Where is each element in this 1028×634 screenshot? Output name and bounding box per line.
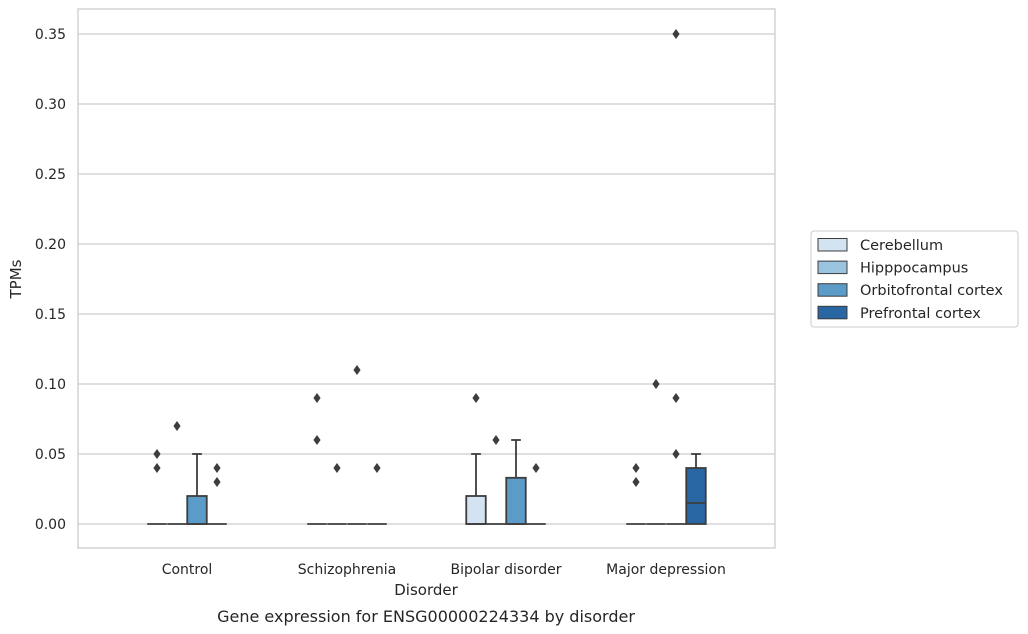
legend-label: Hipppocampus (860, 261, 968, 277)
legend-label: Orbitofrontal cortex (860, 283, 1003, 299)
y-tick-label: 0.25 (35, 167, 66, 183)
y-tick-label: 0.20 (35, 237, 66, 253)
y-tick-label: 0.35 (35, 27, 66, 43)
x-tick-label: Schizophrenia (298, 562, 396, 578)
outlier-marker (672, 449, 680, 459)
outliers (153, 29, 680, 487)
outlier-marker (213, 463, 221, 473)
box-body (505, 476, 527, 525)
legend: Cerebellum Hipppocampus Orbitofrontal cort… (810, 230, 1019, 328)
outlier-marker (672, 29, 680, 39)
outlier-marker (313, 435, 321, 445)
outlier-marker (652, 379, 660, 389)
outlier-marker (373, 463, 381, 473)
grid-lines (78, 33, 775, 525)
legend-swatch (817, 283, 848, 297)
y-tick-label: 0.05 (35, 447, 66, 463)
y-tick-label: 0.00 (35, 517, 66, 533)
plot-area-frame (77, 8, 776, 549)
legend-swatch (817, 238, 848, 252)
box-body (186, 495, 208, 525)
outlier-marker (632, 463, 640, 473)
legend-frame (810, 230, 1019, 328)
y-tick-label: 0.15 (35, 307, 66, 323)
x-tick-label: Bipolar disorder (450, 562, 561, 578)
outlier-marker (313, 393, 321, 403)
box-body (685, 467, 707, 525)
box-body (465, 495, 487, 525)
box-2-0 (186, 453, 208, 525)
y-tick-label: 0.10 (35, 377, 66, 393)
legend-swatch (817, 260, 848, 275)
outlier-marker (153, 463, 161, 473)
x-tick-label: Control (162, 562, 213, 578)
outlier-marker (532, 463, 540, 473)
outlier-marker (213, 477, 221, 487)
outlier-marker (472, 393, 480, 403)
outlier-marker (672, 393, 680, 403)
box-3-3 (685, 453, 707, 525)
outlier-marker (153, 449, 161, 459)
box-2-2 (505, 439, 527, 525)
box-0-2 (465, 453, 487, 525)
y-tick-label: 0.30 (35, 97, 66, 113)
outlier-marker (353, 365, 361, 375)
y-axis-ticks: 0.00 0.05 0.10 0.15 0.20 0.25 0.30 0.35 (35, 27, 66, 533)
x-axis-ticks: Control Schizophrenia Bipolar disorder Majo… (162, 562, 726, 578)
y-axis-label: TPMs (7, 259, 25, 299)
figure-caption: Gene expression for ENSG00000224334 by d… (217, 607, 635, 626)
x-axis-label: Disorder (394, 581, 458, 599)
outlier-marker (632, 477, 640, 487)
x-tick-label: Major depression (606, 562, 726, 578)
outlier-marker (173, 421, 181, 431)
legend-label: Cerebellum (860, 238, 943, 254)
outlier-marker (492, 435, 500, 445)
legend-swatch (817, 305, 848, 320)
legend-label: Prefrontal cortex (860, 306, 981, 322)
boxes (147, 439, 707, 525)
outlier-marker (333, 463, 341, 473)
